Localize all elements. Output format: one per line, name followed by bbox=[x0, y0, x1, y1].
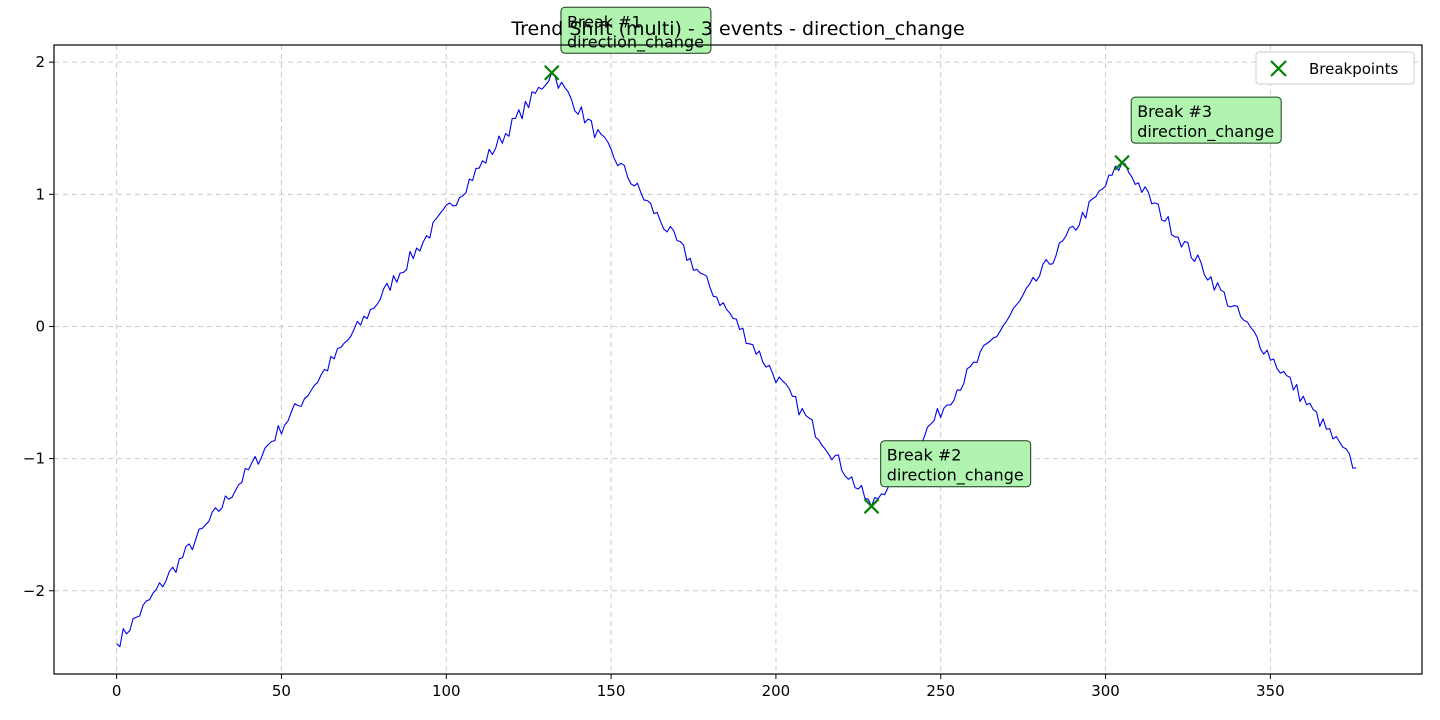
y-tick-label: 0 bbox=[35, 317, 45, 335]
legend-marker-icon bbox=[1270, 60, 1287, 77]
x-tick-label: 100 bbox=[432, 682, 461, 700]
x-tick-label: 150 bbox=[597, 682, 626, 700]
annotation-kind: direction_change bbox=[567, 32, 704, 52]
series-line bbox=[116, 72, 1357, 648]
x-tick-label: 200 bbox=[762, 682, 791, 700]
y-tick-label: −2 bbox=[23, 582, 45, 600]
breakpoint-marker bbox=[863, 498, 880, 514]
legend: Breakpoints bbox=[1255, 51, 1415, 85]
y-tick-label: 1 bbox=[35, 185, 45, 203]
axis-ticks: 0 50 100 150 200 250 300 350 −2 −1 0 1 2 bbox=[23, 53, 1285, 700]
annotation-box bbox=[1130, 96, 1282, 144]
x-tick-label: 50 bbox=[272, 682, 291, 700]
breakpoint-marker bbox=[543, 64, 560, 81]
grid bbox=[54, 45, 1422, 674]
series-layer bbox=[116, 72, 1357, 648]
annotation-box bbox=[560, 6, 712, 54]
legend-label: Breakpoints bbox=[1309, 60, 1398, 78]
annotation-title: Break #2 bbox=[887, 446, 962, 465]
legend-box bbox=[1255, 51, 1415, 85]
plot-frame bbox=[53, 44, 1423, 675]
x-tick-label: 250 bbox=[926, 682, 955, 700]
annotation-title: Break #1 bbox=[567, 12, 642, 31]
y-tick-label: 2 bbox=[35, 53, 45, 71]
y-tick-label: −1 bbox=[23, 450, 45, 468]
breakpoint-marker bbox=[1114, 154, 1130, 171]
chart-title: Trend Shift (multi) - 3 events - directi… bbox=[510, 18, 964, 40]
x-tick-label: 300 bbox=[1091, 682, 1120, 700]
x-tick-label: 350 bbox=[1256, 682, 1285, 700]
annotation-box bbox=[880, 440, 1032, 488]
annotation-kind: direction_change bbox=[1137, 122, 1274, 142]
breakpoint-markers bbox=[543, 64, 1130, 514]
annotation-kind: direction_change bbox=[887, 466, 1024, 486]
x-tick-label: 0 bbox=[112, 682, 122, 700]
annotation-title: Break #3 bbox=[1137, 102, 1212, 121]
